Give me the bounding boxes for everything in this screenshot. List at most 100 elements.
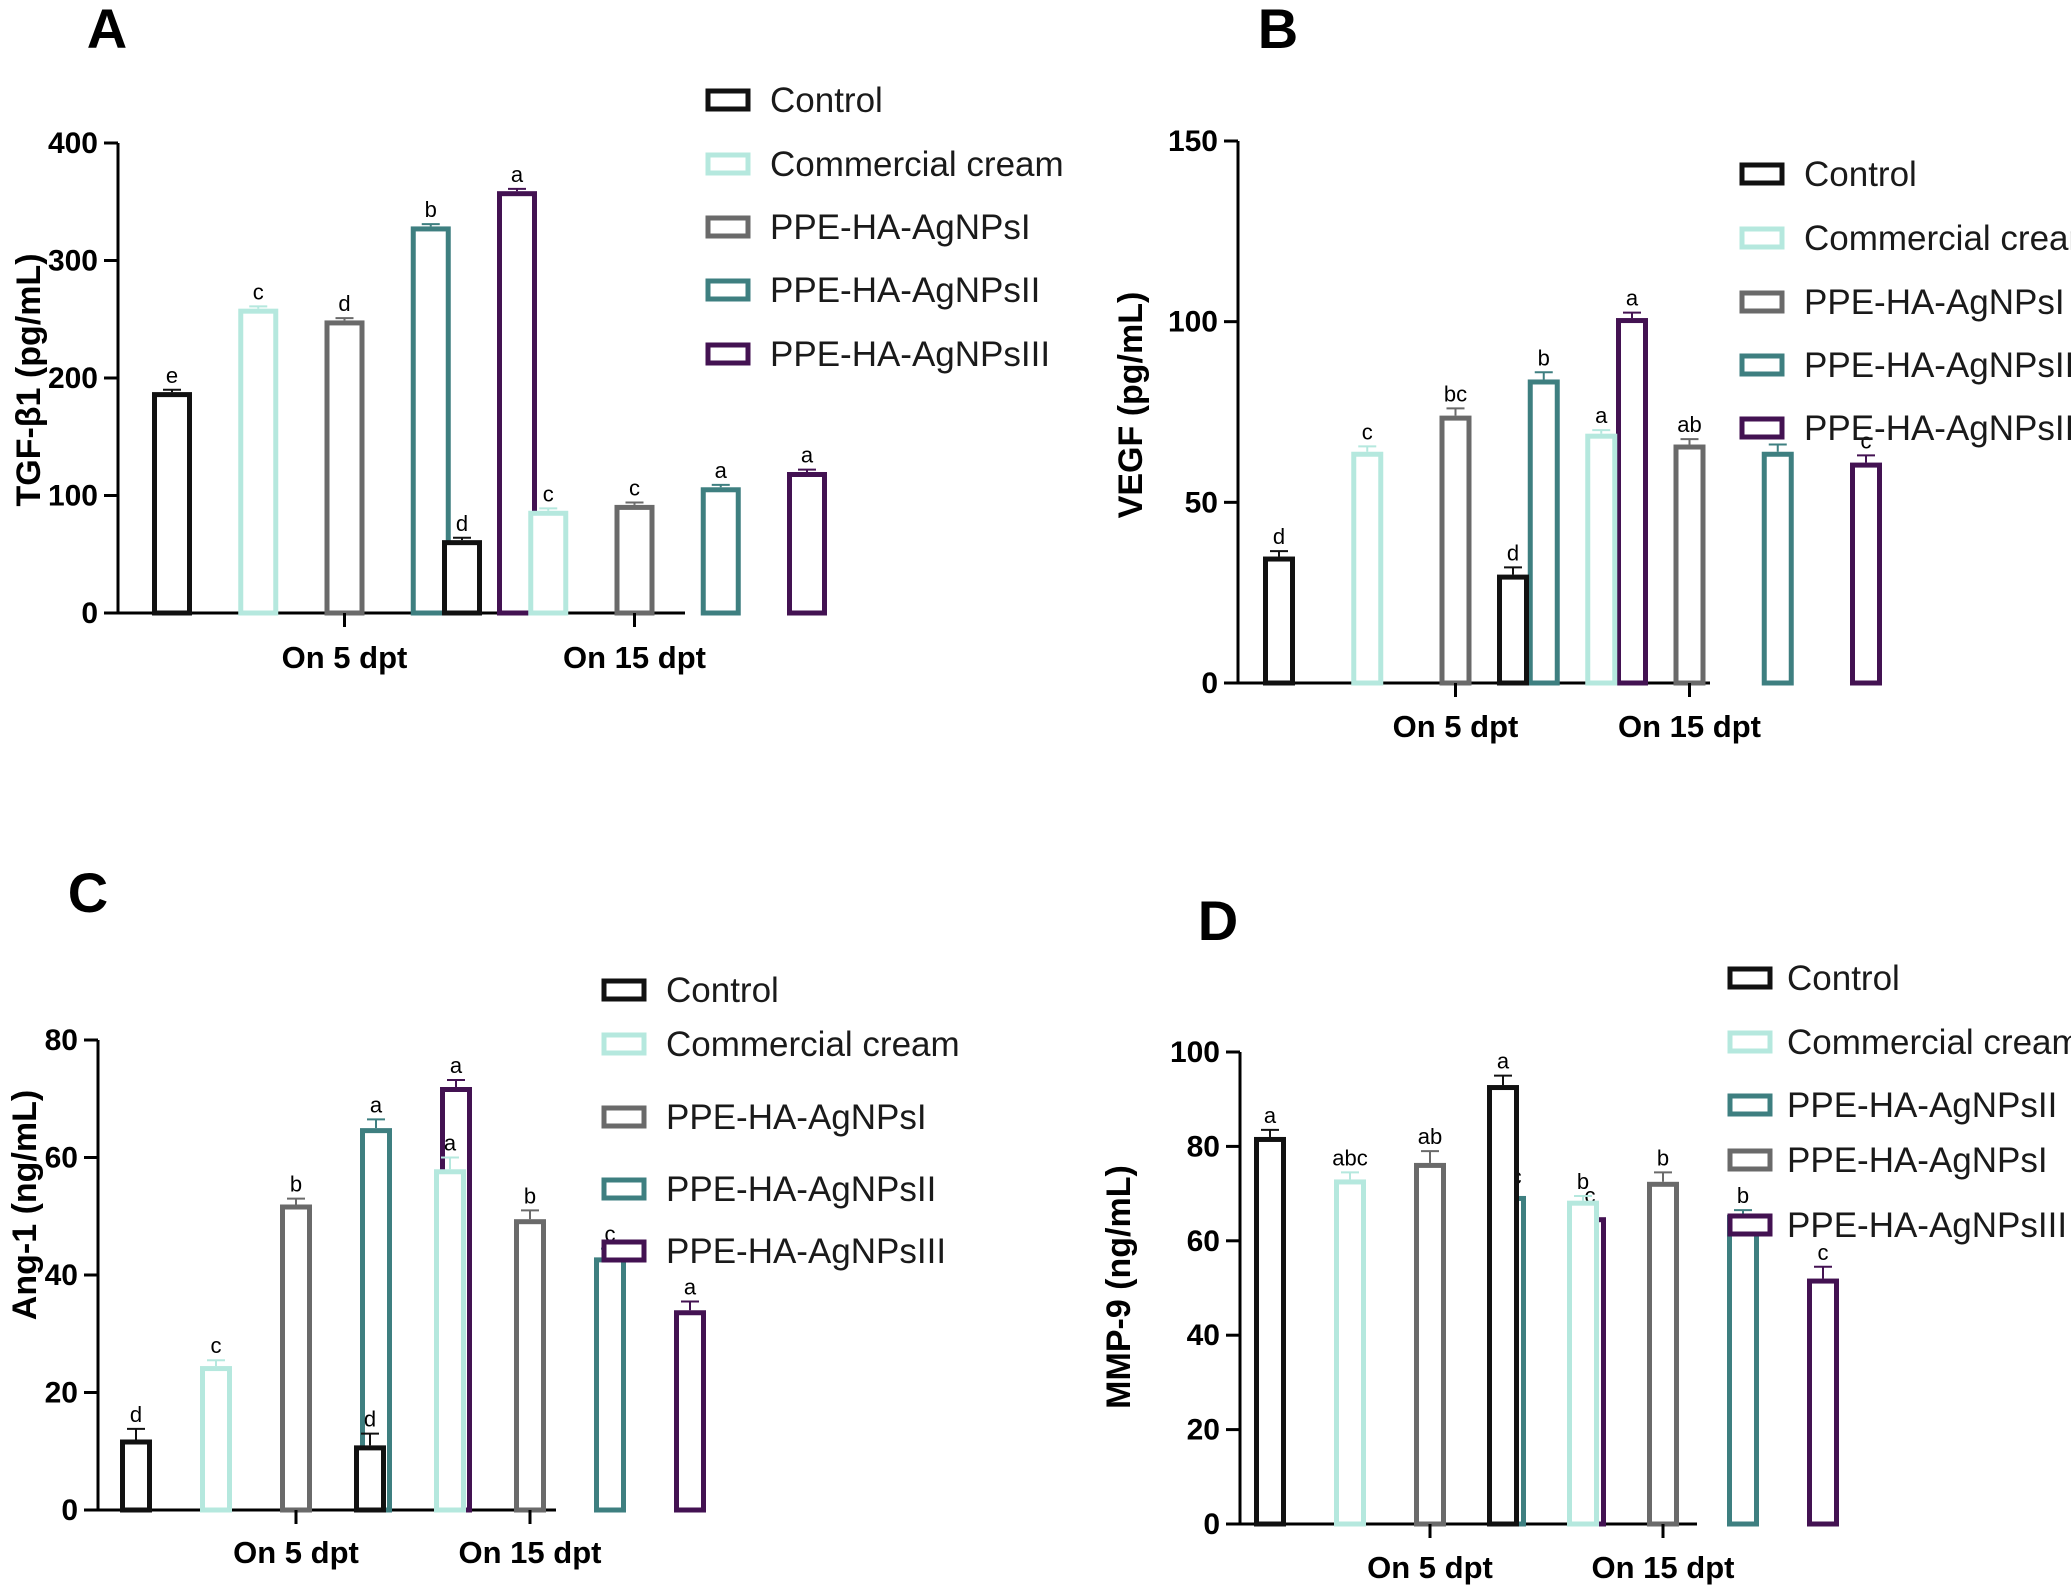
bar-control-on-5-dpt <box>1263 556 1295 686</box>
significance-label: b <box>425 197 437 222</box>
y-tick-label: 150 <box>1168 125 1218 158</box>
legend-swatch-ppe-ha-agnpsii <box>705 278 751 302</box>
legend-label-ppe-ha-agnpsiii: PPE-HA-AgNPsIII <box>1787 1206 2067 1245</box>
legend-label-ppe-ha-agnpsi: PPE-HA-AgNPsI <box>770 208 1031 247</box>
bar-ppe-ha-agnpsii-on-15-dpt <box>1727 1214 1759 1527</box>
bar-commercial-cream-on-15-dpt <box>1567 1200 1599 1527</box>
legend-swatch-commercial-cream <box>1727 1030 1773 1054</box>
bar-control-on-5-dpt <box>152 392 192 616</box>
x-category-label: On 15 dpt <box>563 640 706 675</box>
panel-a: A TGF-β1 (pg/mL) 0 100 200 300 400 e c d b a On 5 dp… <box>10 0 1064 675</box>
bar-control-on-5-dpt <box>1254 1136 1286 1527</box>
bar-ppe-ha-agnpsi-on-15-dpt <box>1673 444 1706 686</box>
significance-label: ab <box>1418 1124 1442 1149</box>
y-axis-title: VEGF (pg/mL) <box>1112 292 1150 519</box>
significance-label: c <box>629 476 640 501</box>
legend-swatch-control <box>1727 966 1773 990</box>
significance-label: b <box>290 1172 302 1197</box>
significance-label: ab <box>1677 412 1701 437</box>
bar-ppe-ha-agnpsii-on-5-dpt <box>1527 379 1560 686</box>
y-tick-label: 50 <box>1185 486 1218 519</box>
y-tick-label: 20 <box>45 1377 78 1410</box>
bar-ppe-ha-agnpsiii-on-5-dpt <box>1616 318 1648 686</box>
legend-label-commercial-cream: Commercial cream <box>1804 219 2071 258</box>
legend-label-ppe-ha-agnpsii: PPE-HA-AgNPsII <box>770 271 1040 310</box>
x-category-label: On 5 dpt <box>282 640 408 675</box>
x-category-label: On 15 dpt <box>1592 1550 1735 1585</box>
legend-swatch-control <box>705 88 751 112</box>
bar-commercial-cream-on-15-dpt <box>434 1169 466 1513</box>
legend-swatch-commercial-cream <box>601 1032 647 1056</box>
y-tick-label: 100 <box>1170 1036 1220 1069</box>
legend: Control Commercial cream PPE-HA-AgNPsI PPE-… <box>601 971 960 1271</box>
y-axis-title: TGF-β1 (pg/mL) <box>10 253 48 506</box>
legend-swatch-ppe-ha-agnpsiii <box>1739 416 1785 440</box>
legend-swatch-commercial-cream <box>705 152 751 176</box>
significance-label: c <box>1362 419 1373 444</box>
legend-label-commercial-cream: Commercial cream <box>666 1025 960 1064</box>
significance-label: b <box>1657 1145 1669 1170</box>
bar-ppe-ha-agnpsi-on-5-dpt <box>1414 1162 1446 1527</box>
panel-letter: A <box>87 0 127 60</box>
bar-ppe-ha-agnpsi-on-5-dpt <box>1439 415 1472 686</box>
y-tick-label: 100 <box>1168 306 1218 339</box>
significance-label: c <box>605 1222 616 1247</box>
legend: Control Commercial cream PPE-HA-AgNPsII PPE… <box>1727 959 2071 1245</box>
legend: Control Commercial cream PPE-HA-AgNPsI PPE-… <box>705 81 1064 374</box>
significance-label: d <box>1273 524 1285 549</box>
bar-ppe-ha-agnpsii-on-15-dpt <box>594 1257 626 1513</box>
x-category-label: On 15 dpt <box>459 1535 602 1570</box>
legend-label-control: Control <box>1804 155 1917 194</box>
y-tick-label: 300 <box>48 245 98 278</box>
bar-ppe-ha-agnpsi-on-15-dpt <box>614 504 655 616</box>
significance-label: a <box>684 1274 697 1299</box>
panel-letter: B <box>1258 0 1298 60</box>
x-category-label: On 15 dpt <box>1618 709 1761 744</box>
significance-label: b <box>1737 1183 1749 1208</box>
significance-label: c <box>1861 428 1872 453</box>
significance-label: bc <box>1444 381 1467 406</box>
legend-swatch-ppe-ha-agnpsi <box>705 215 751 239</box>
legend-label-ppe-ha-agnpsii: PPE-HA-AgNPsII <box>666 1170 936 1209</box>
legend-label-commercial-cream: Commercial cream <box>770 145 1064 184</box>
legend: Control Commercial cream PPE-HA-AgNPsI PPE-… <box>1739 155 2071 448</box>
bar-ppe-ha-agnpsiii-on-15-dpt <box>787 472 827 616</box>
y-tick-label: 0 <box>1203 1508 1220 1541</box>
significance-label: d <box>338 291 350 316</box>
significance-label: a <box>1497 1049 1510 1074</box>
legend-label-ppe-ha-agnpsi: PPE-HA-AgNPsI <box>666 1098 927 1137</box>
significance-label: d <box>364 1407 376 1432</box>
bar-ppe-ha-agnpsiii-on-15-dpt <box>1807 1278 1839 1527</box>
legend-swatch-control <box>601 978 647 1002</box>
bar-ppe-ha-agnpsi-on-5-dpt <box>280 1204 312 1513</box>
significance-label: c <box>543 481 554 506</box>
legend-label-ppe-ha-agnpsiii: PPE-HA-AgNPsIII <box>1804 409 2071 448</box>
significance-label: d <box>456 511 468 536</box>
y-tick-label: 80 <box>1187 1130 1220 1163</box>
y-tick-label: 0 <box>81 597 98 630</box>
bar-ppe-ha-agnpsiii-on-15-dpt <box>1850 462 1882 686</box>
panel-letter: D <box>1198 889 1238 952</box>
significance-label: c <box>253 279 264 304</box>
bar-commercial-cream-on-5-dpt <box>200 1366 232 1513</box>
significance-label: a <box>801 443 814 468</box>
significance-label: a <box>715 458 728 483</box>
bar-commercial-cream-on-15-dpt <box>1585 433 1618 686</box>
legend-swatch-ppe-ha-agnpsi <box>1727 1148 1773 1172</box>
bar-ppe-ha-agnpsi-on-15-dpt <box>514 1219 546 1513</box>
legend-label-control: Control <box>770 81 883 120</box>
significance-label: b <box>524 1183 536 1208</box>
bar-ppe-ha-agnpsii-on-15-dpt <box>1761 451 1794 686</box>
significance-label: d <box>130 1402 142 1427</box>
bar-control-on-15-dpt <box>442 540 482 616</box>
panel-letter: C <box>68 861 108 924</box>
y-axis-title: MMP-9 (ng/mL) <box>1100 1165 1138 1409</box>
legend-label-ppe-ha-agnpsiii: PPE-HA-AgNPsIII <box>666 1232 946 1271</box>
bar-control-on-15-dpt <box>1487 1085 1519 1527</box>
legend-label-ppe-ha-agnpsii: PPE-HA-AgNPsII <box>1804 346 2071 385</box>
bar-ppe-ha-agnpsiii-on-5-dpt <box>497 191 537 616</box>
significance-label: b <box>1538 345 1550 370</box>
y-tick-label: 100 <box>48 480 98 513</box>
legend-label-ppe-ha-agnpsi: PPE-HA-AgNPsI <box>1787 1141 2048 1180</box>
